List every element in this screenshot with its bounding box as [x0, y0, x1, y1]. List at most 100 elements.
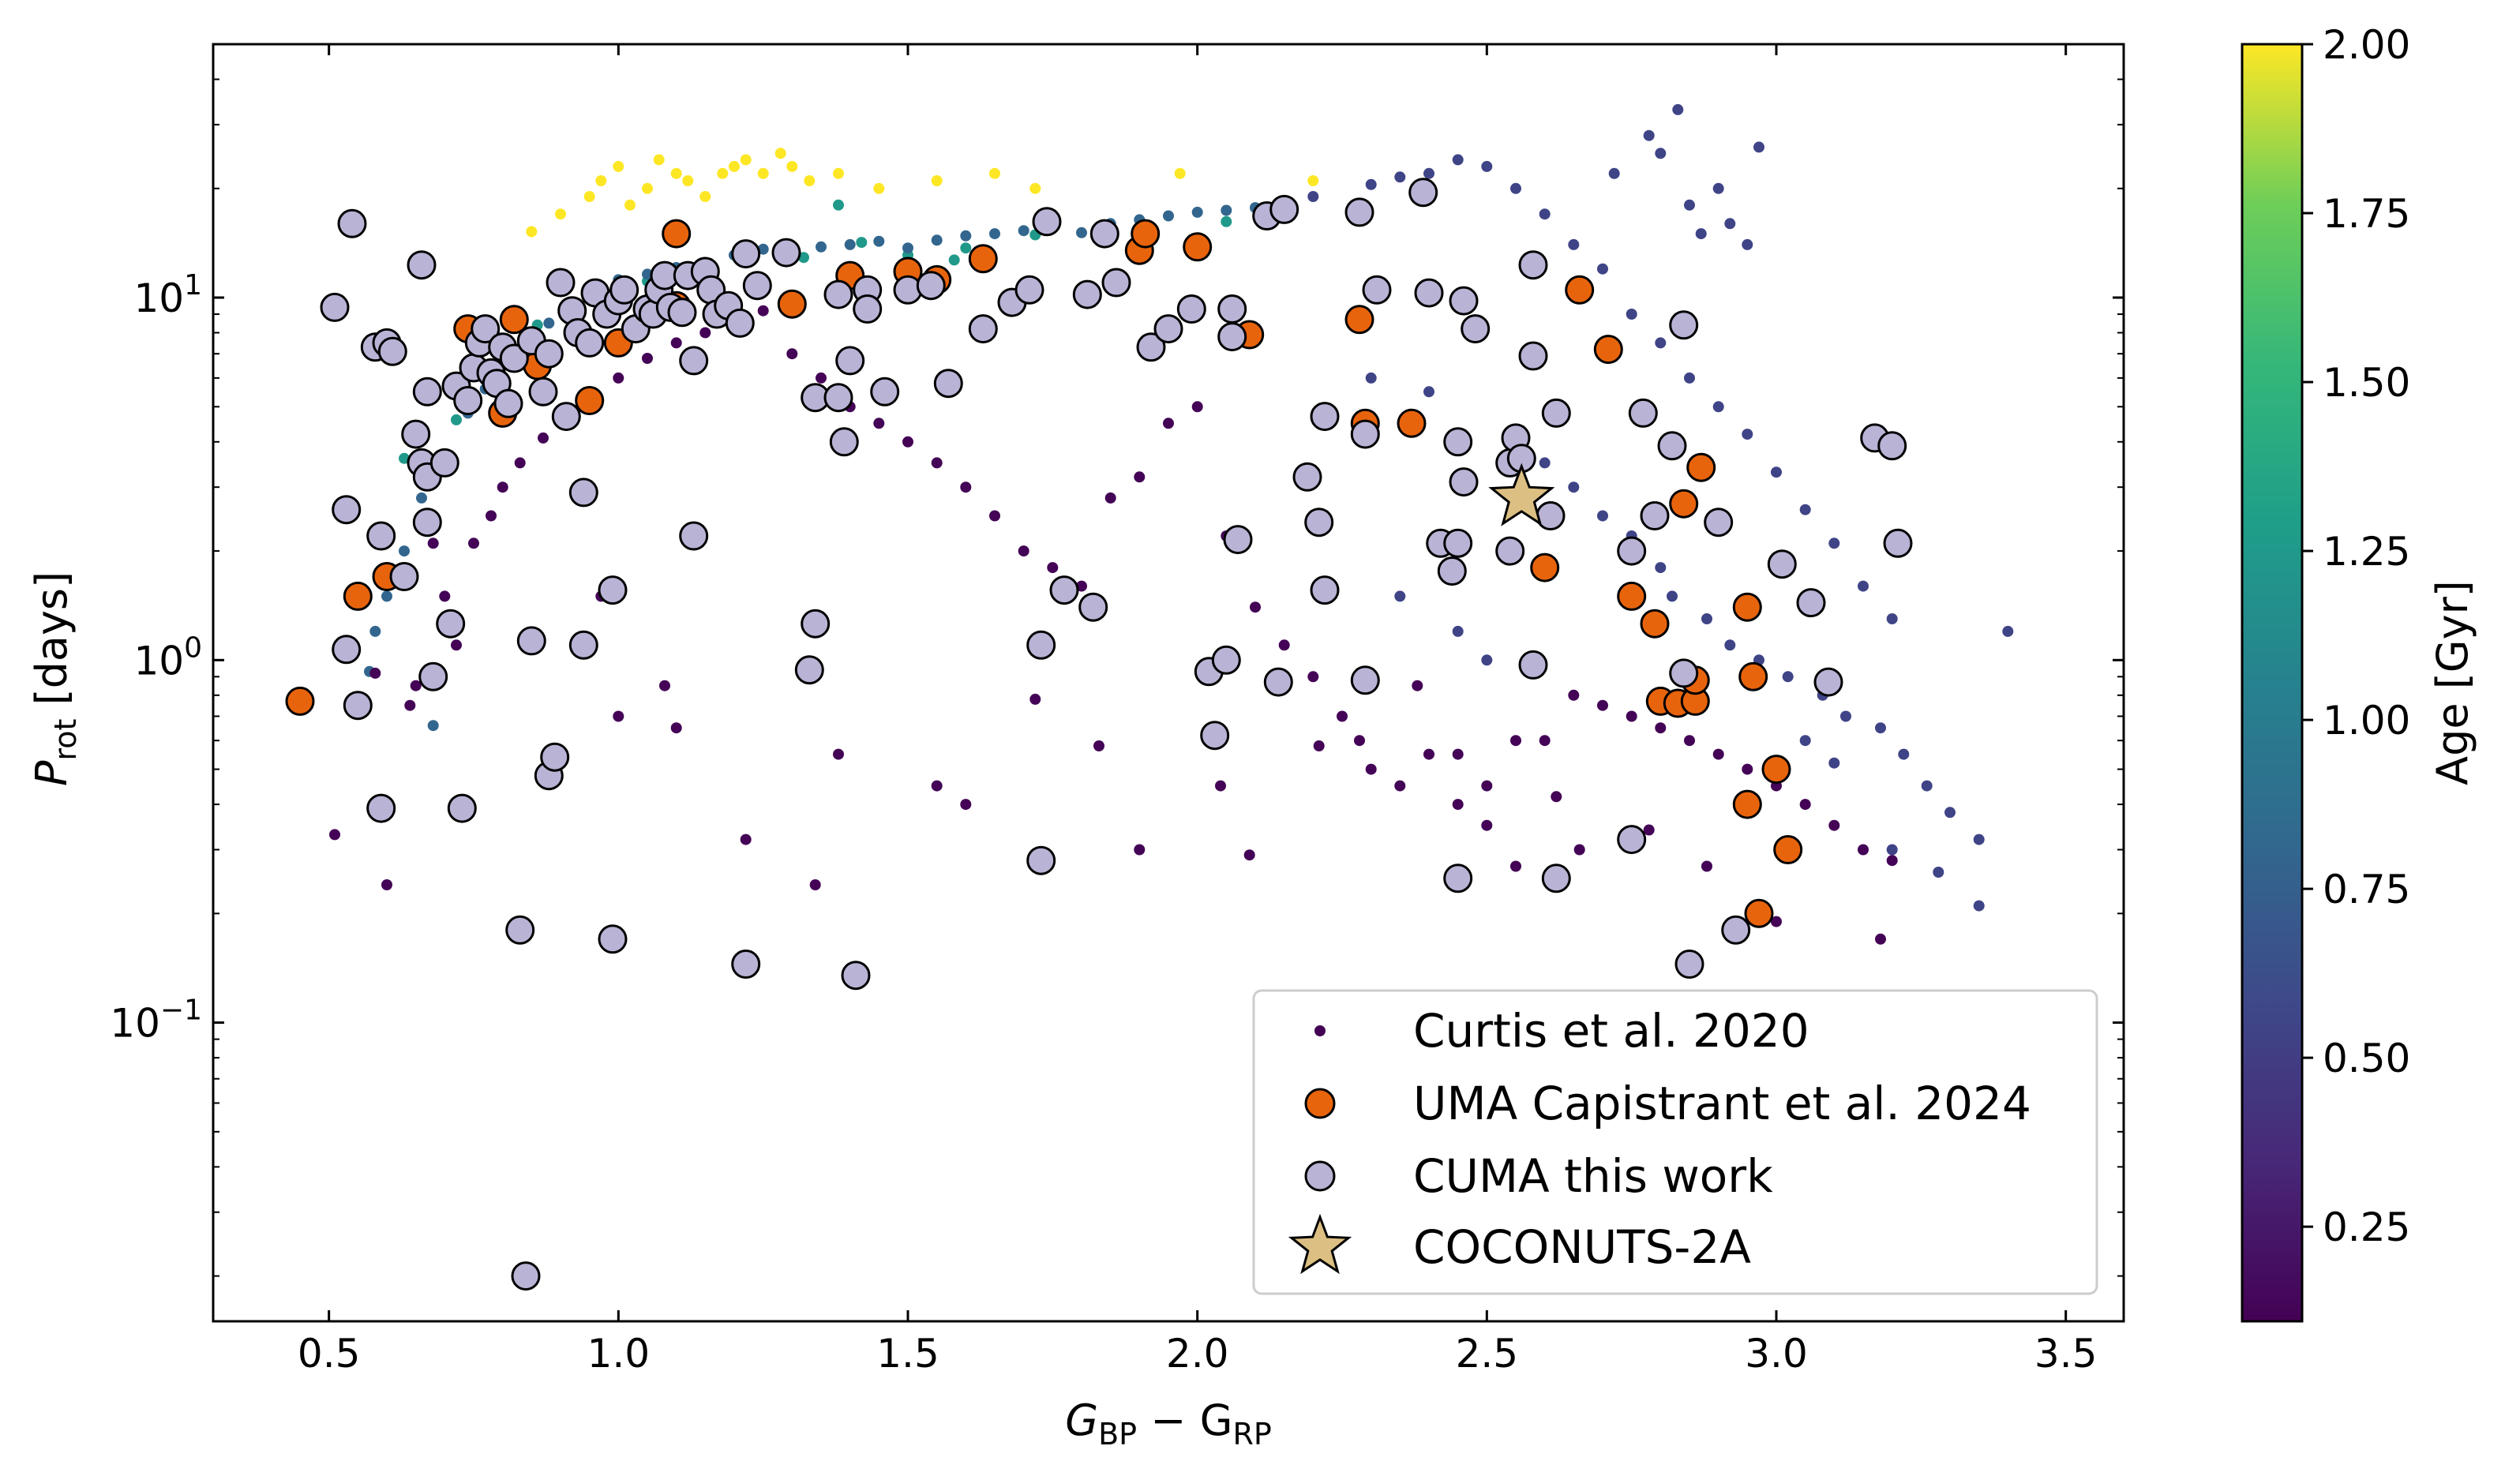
cuma-point — [1669, 310, 1699, 340]
cuma-point — [377, 336, 407, 366]
curtis-point — [786, 160, 798, 172]
cuma-point — [407, 250, 437, 280]
curtis-point — [1742, 429, 1753, 440]
curtis-point — [989, 510, 1000, 522]
colorbar-tick-label: 0.50 — [2323, 1036, 2410, 1081]
curtis-point — [1551, 791, 1562, 803]
y-tick-label: 10−1 — [110, 995, 202, 1047]
curtis-point — [833, 167, 844, 179]
curtis-point — [1076, 227, 1087, 238]
cuma-point — [916, 271, 946, 301]
curtis-point — [1573, 844, 1585, 856]
cuma-point — [1796, 588, 1826, 618]
curtis-point — [1134, 844, 1146, 856]
cuma-point — [1408, 178, 1438, 208]
curtis-point — [1093, 740, 1104, 751]
legend: Curtis et al. 2020 UMA Capistrant et al.… — [1252, 989, 2098, 1295]
colorbar-tick-label: 0.75 — [2323, 867, 2410, 912]
cuma-point — [453, 386, 483, 415]
cuma-point — [1877, 431, 1907, 461]
uma-point — [1183, 232, 1213, 262]
cuma-point — [1176, 294, 1206, 324]
curtis-point — [931, 175, 943, 186]
uma-point — [1761, 755, 1791, 785]
cuma-point — [1813, 667, 1843, 697]
curtis-point — [1243, 849, 1255, 861]
curtis-point — [1944, 807, 1956, 819]
cuma-point — [679, 521, 709, 551]
cuma-point — [1269, 194, 1299, 224]
curtis-point — [1191, 401, 1203, 413]
curtis-point — [1163, 210, 1174, 222]
cuma-point — [731, 239, 761, 269]
legend-label-curtis: Curtis et al. 2020 — [1413, 1004, 1809, 1058]
cuma-point — [1217, 322, 1247, 352]
curtis-point — [1875, 722, 1886, 734]
curtis-point — [653, 154, 665, 166]
cuma-point — [1443, 863, 1473, 893]
cuma-point — [1449, 286, 1479, 316]
curtis-point — [1626, 710, 1637, 722]
cuma-point — [1362, 275, 1392, 305]
cuma-point — [1032, 207, 1062, 237]
curtis-point — [1163, 418, 1174, 429]
cuma-point — [546, 268, 576, 298]
cuma-point — [436, 609, 466, 639]
cuma-point — [794, 655, 824, 685]
curtis-point — [1597, 510, 1608, 522]
curtis-point — [538, 432, 549, 444]
cuma-point — [447, 793, 477, 823]
cuma-point — [1153, 314, 1183, 344]
cuma-point — [829, 427, 859, 457]
cuma-point — [1640, 501, 1670, 530]
curtis-point — [1597, 263, 1608, 275]
curtis-point — [583, 191, 595, 202]
curtis-point — [1898, 748, 1910, 760]
curtis-point — [1481, 160, 1493, 172]
curtis-point — [1104, 492, 1116, 504]
cuma-point — [1223, 525, 1253, 555]
cuma-point — [731, 950, 761, 979]
cuma-point — [551, 402, 581, 432]
cuma-point — [1344, 197, 1374, 227]
legend-marker-coconuts-star — [1288, 1213, 1352, 1275]
cuma-point — [1461, 314, 1491, 344]
curtis-point — [410, 680, 422, 691]
curtis-point — [1695, 228, 1707, 240]
cuma-point — [1617, 825, 1647, 855]
cuma-point — [412, 508, 442, 538]
curtis-point — [1510, 182, 1521, 194]
cuma-point — [343, 691, 373, 721]
curtis-point — [1337, 710, 1348, 722]
curtis-point — [1840, 710, 1851, 722]
cuma-point — [511, 1261, 541, 1291]
cuma-point — [1443, 427, 1473, 457]
cuma-point — [516, 626, 546, 656]
uma-point — [285, 686, 315, 716]
curtis-point — [670, 722, 682, 734]
curtis-point — [1712, 401, 1724, 413]
curtis-point — [514, 457, 526, 469]
curtis-point — [486, 510, 497, 522]
curtis-point — [1684, 199, 1695, 211]
curtis-point — [642, 268, 653, 280]
cuma-point — [1669, 658, 1699, 688]
uma-point — [575, 386, 605, 415]
uma-point — [1773, 835, 1803, 864]
cuma-point — [1767, 549, 1797, 579]
curtis-point — [1221, 215, 1232, 227]
x-tick-label: 0.5 — [298, 1331, 361, 1377]
cuma-point — [493, 388, 523, 418]
cuma-point — [528, 376, 558, 406]
cuma-point — [1518, 341, 1548, 371]
curtis-point — [682, 175, 694, 186]
colorbar: 0.25 0.50 0.75 1.00 1.25 1.50 1.75 2.00 Age [Gy… — [2241, 22, 2477, 1323]
curtis-point — [1394, 171, 1406, 183]
curtis-point — [613, 160, 624, 172]
cuma-point — [534, 339, 564, 369]
x-axis-label: GBP − GRP — [1065, 1395, 1272, 1452]
curtis-point — [1684, 735, 1695, 747]
curtis-point — [1742, 763, 1753, 775]
cuma-point — [1657, 431, 1687, 461]
curtis-point — [468, 538, 479, 549]
